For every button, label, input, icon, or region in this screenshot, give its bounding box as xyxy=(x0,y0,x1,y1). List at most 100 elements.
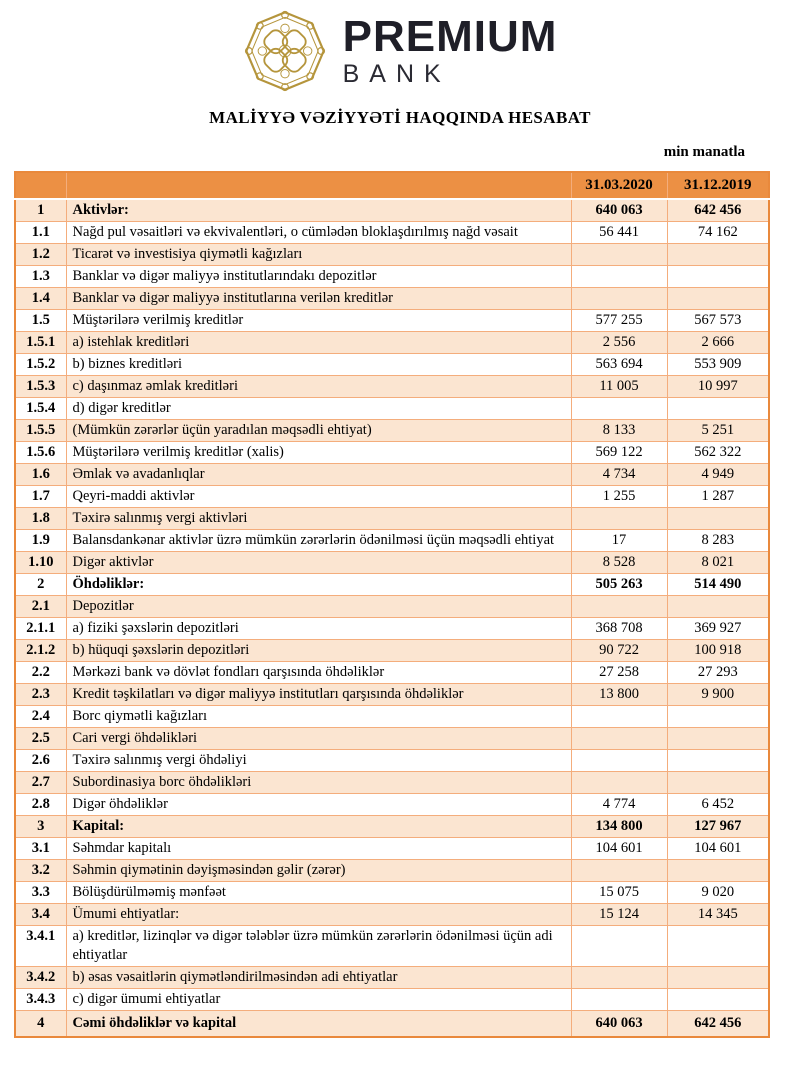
table-header-row: 31.03.2020 31.12.2019 xyxy=(14,171,770,200)
table-row: 2.1 Depozitlər xyxy=(14,595,770,618)
value-2019-cell: 100 918 xyxy=(666,639,770,662)
row-number-cell: 1.8 xyxy=(14,507,67,530)
row-label-cell: Banklar və digər maliyyə institutlarına … xyxy=(65,287,572,310)
value-2020-cell: 640 063 xyxy=(570,198,668,222)
value-2020-cell: 13 800 xyxy=(570,683,668,706)
value-2020-cell xyxy=(570,988,668,1011)
value-2019-cell: 1 287 xyxy=(666,485,770,508)
value-2020-cell: 56 441 xyxy=(570,221,668,244)
value-2020-cell xyxy=(570,705,668,728)
row-number-cell: 2.8 xyxy=(14,793,67,816)
row-number-cell: 1.2 xyxy=(14,243,67,266)
row-number-cell: 1.5.2 xyxy=(14,353,67,376)
value-2020-cell xyxy=(570,595,668,618)
value-2019-cell: 9 900 xyxy=(666,683,770,706)
row-label-cell: Mərkəzi bank və dövlət fondları qarşısın… xyxy=(65,661,572,684)
value-2020-cell: 8 528 xyxy=(570,551,668,574)
row-label-cell: a) istehlak kreditləri xyxy=(65,331,572,354)
row-number-cell: 1.10 xyxy=(14,551,67,574)
financial-statement-table: 31.03.2020 31.12.2019 1 Aktivlər: 640 06… xyxy=(14,171,770,1038)
table-row: 2.6 Təxirə salınmış vergi öhdəliyi xyxy=(14,749,770,772)
row-label-cell: Ticarət və investisiya qiymətli kağızlar… xyxy=(65,243,572,266)
table-row: 3.4 Ümumi ehtiyatlar: 15 124 14 345 xyxy=(14,903,770,926)
value-2019-cell: 562 322 xyxy=(666,441,770,464)
value-2020-cell xyxy=(570,749,668,772)
row-label-cell: Öhdəliklər: xyxy=(65,573,572,596)
value-2020-cell xyxy=(570,397,668,420)
row-number-cell: 1.9 xyxy=(14,529,67,552)
table-row: 2.2 Mərkəzi bank və dövlət fondları qarş… xyxy=(14,661,770,684)
row-label-cell: Banklar və digər maliyyə institutlarında… xyxy=(65,265,572,288)
table-row: 2.8 Digər öhdəliklər 4 774 6 452 xyxy=(14,793,770,816)
table-row: 3.2 Səhmin qiymətinin dəyişməsindən gəli… xyxy=(14,859,770,882)
table-row: 1.7 Qeyri-maddi aktivlər 1 255 1 287 xyxy=(14,485,770,508)
value-2020-cell xyxy=(570,966,668,989)
table-row: 1.5 Müştərilərə verilmiş kreditlər 577 2… xyxy=(14,309,770,332)
value-2019-cell xyxy=(666,966,770,989)
row-label-cell: b) hüquqi şəxslərin depozitləri xyxy=(65,639,572,662)
table-row: 2.1.1 a) fiziki şəxslərin depozitləri 36… xyxy=(14,617,770,640)
row-number-cell: 2.6 xyxy=(14,749,67,772)
table-row: 1.2 Ticarət və investisiya qiymətli kağı… xyxy=(14,243,770,266)
value-2020-cell: 4 734 xyxy=(570,463,668,486)
unit-note: min manatla xyxy=(663,144,745,160)
row-label-cell: Aktivlər: xyxy=(65,198,572,222)
row-label-cell: Ümumi ehtiyatlar: xyxy=(65,903,572,926)
bank-wordmark: PREMIUM BANK xyxy=(343,15,558,87)
row-label-cell: Subordinasiya borc öhdəlikləri xyxy=(65,771,572,794)
value-2019-cell: 567 573 xyxy=(666,309,770,332)
value-2019-cell xyxy=(666,287,770,310)
row-label-cell: b) əsas vəsaitlərin qiymətləndirilməsind… xyxy=(65,966,572,989)
value-2019-cell xyxy=(666,397,770,420)
row-label-cell: d) digər kreditlər xyxy=(65,397,572,420)
value-2020-cell: 15 124 xyxy=(570,903,668,926)
value-2019-cell xyxy=(666,988,770,1011)
value-2020-cell: 1 255 xyxy=(570,485,668,508)
brand-sub-name: BANK xyxy=(342,60,451,88)
value-2020-cell: 368 708 xyxy=(570,617,668,640)
row-number-cell: 1.5.5 xyxy=(14,419,67,442)
table-row: 1.1 Nağd pul vəsaitləri və ekvivalentlər… xyxy=(14,221,770,244)
row-number-cell: 2.4 xyxy=(14,705,67,728)
row-label-cell: c) digər ümumi ehtiyatlar xyxy=(65,988,572,1011)
header-empty-no xyxy=(14,171,67,200)
row-number-cell: 3.4.2 xyxy=(14,966,67,989)
table-row: 1.5.5 (Mümkün zərərlər üçün yaradılan mə… xyxy=(14,419,770,442)
value-2020-cell: 104 601 xyxy=(570,837,668,860)
row-number-cell: 1.5.4 xyxy=(14,397,67,420)
value-2020-cell xyxy=(570,287,668,310)
value-2019-cell xyxy=(666,705,770,728)
table-row: 2.1.2 b) hüquqi şəxslərin depozitləri 90… xyxy=(14,639,770,662)
value-2019-cell: 27 293 xyxy=(666,661,770,684)
row-number-cell: 3.3 xyxy=(14,881,67,904)
value-2020-cell: 563 694 xyxy=(570,353,668,376)
table-row: 2.3 Kredit təşkilatları və digər maliyyə… xyxy=(14,683,770,706)
value-2020-cell: 577 255 xyxy=(570,309,668,332)
value-2019-cell: 8 021 xyxy=(666,551,770,574)
row-number-cell: 3.1 xyxy=(14,837,67,860)
value-2020-cell: 17 xyxy=(570,529,668,552)
bank-logo: PREMIUM BANK xyxy=(0,0,800,96)
value-2019-cell: 127 967 xyxy=(666,815,770,838)
value-2019-cell: 9 020 xyxy=(666,881,770,904)
value-2020-cell xyxy=(570,859,668,882)
value-2019-cell: 2 666 xyxy=(666,331,770,354)
value-2019-cell xyxy=(666,243,770,266)
ornamental-knot-icon xyxy=(244,10,325,92)
value-2020-cell xyxy=(570,925,668,967)
row-number-cell: 4 xyxy=(14,1010,67,1038)
row-label-cell: a) kreditlər, lizinqlər və digər tələblə… xyxy=(65,925,572,967)
brand-name: PREMIUM xyxy=(342,12,558,61)
value-2019-cell: 369 927 xyxy=(666,617,770,640)
row-label-cell: Kredit təşkilatları və digər maliyyə ins… xyxy=(65,683,572,706)
value-2020-cell: 11 005 xyxy=(570,375,668,398)
value-2020-cell: 505 263 xyxy=(570,573,668,596)
row-label-cell: Səhmin qiymətinin dəyişməsindən gəlir (z… xyxy=(65,859,572,882)
row-label-cell: Təxirə salınmış vergi aktivləri xyxy=(65,507,572,530)
table-row: 1.6 Əmlak və avadanlıqlar 4 734 4 949 xyxy=(14,463,770,486)
row-number-cell: 3.4.1 xyxy=(14,925,67,967)
row-label-cell: a) fiziki şəxslərin depozitləri xyxy=(65,617,572,640)
row-number-cell: 1.5.6 xyxy=(14,441,67,464)
row-number-cell: 3 xyxy=(14,815,67,838)
row-number-cell: 1.5 xyxy=(14,309,67,332)
